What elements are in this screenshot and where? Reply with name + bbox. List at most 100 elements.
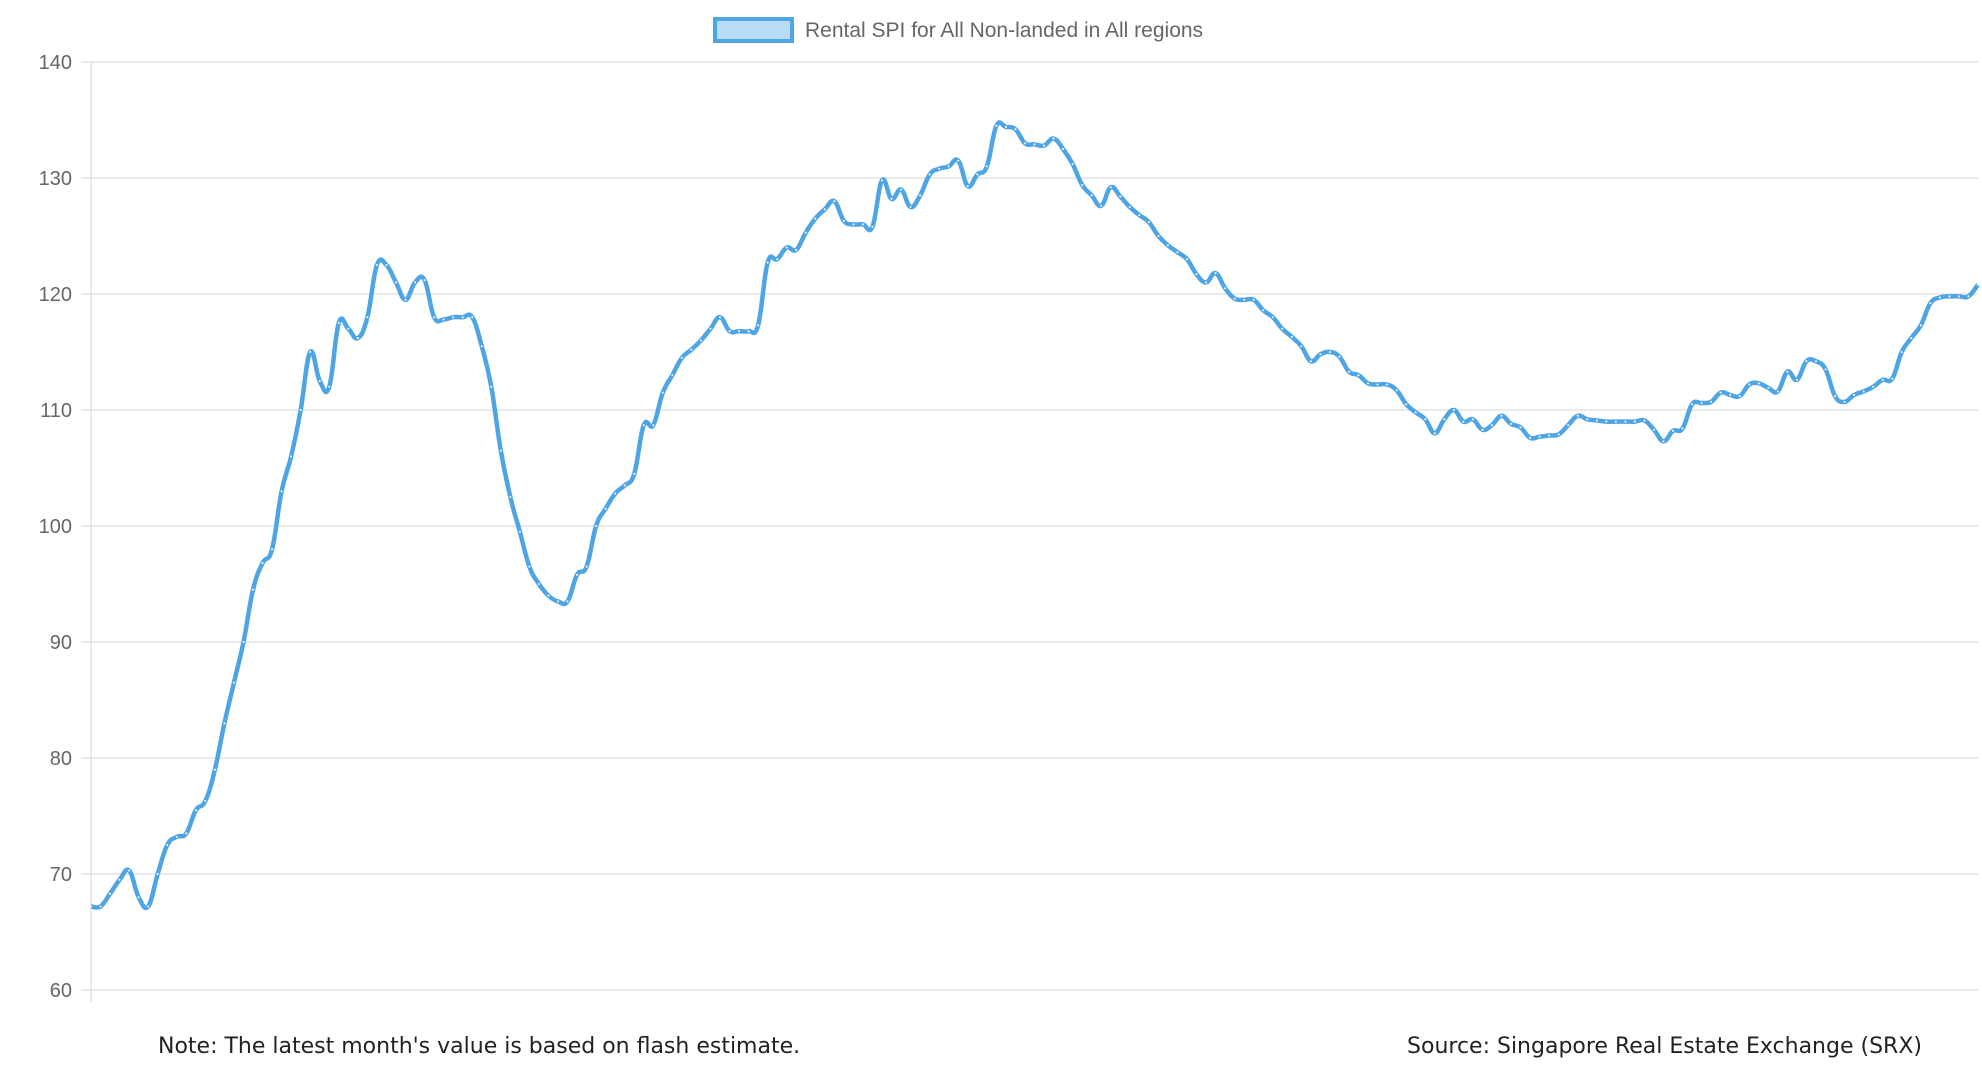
data-point[interactable] [1100, 204, 1103, 207]
data-point[interactable] [1328, 351, 1331, 353]
data-point[interactable] [1834, 395, 1837, 398]
data-point[interactable] [766, 261, 769, 264]
data-point[interactable] [547, 594, 550, 597]
data-point[interactable] [271, 548, 274, 551]
data-point[interactable] [1910, 337, 1913, 340]
data-point[interactable] [1795, 378, 1798, 381]
data-point[interactable] [1948, 295, 1951, 298]
data-point[interactable] [804, 231, 807, 234]
data-point[interactable] [1938, 296, 1941, 299]
data-point[interactable] [1548, 434, 1551, 437]
data-point[interactable] [1443, 418, 1446, 421]
data-point[interactable] [1090, 194, 1093, 197]
data-point[interactable] [1929, 302, 1932, 305]
data-point[interactable] [452, 316, 455, 319]
data-point[interactable] [995, 124, 998, 127]
data-point[interactable] [414, 281, 417, 284]
data-point[interactable] [738, 330, 741, 333]
data-point[interactable] [347, 327, 350, 330]
data-point[interactable] [1710, 400, 1713, 403]
data-point[interactable] [337, 322, 340, 324]
data-point[interactable] [90, 905, 92, 908]
data-point[interactable] [1919, 324, 1922, 327]
data-point[interactable] [1471, 418, 1474, 421]
data-point[interactable] [232, 681, 235, 684]
data-point[interactable] [1424, 418, 1427, 421]
data-point[interactable] [1014, 128, 1017, 131]
data-point[interactable] [156, 873, 159, 875]
data-point[interactable] [1395, 389, 1398, 392]
data-point[interactable] [1814, 360, 1817, 363]
data-point[interactable] [1386, 383, 1389, 386]
data-point[interactable] [423, 279, 426, 282]
data-point[interactable] [1081, 183, 1084, 186]
data-point[interactable] [1519, 426, 1522, 429]
data-point[interactable] [776, 258, 779, 261]
data-point[interactable] [118, 878, 121, 881]
data-point[interactable] [166, 844, 169, 846]
data-point[interactable] [1224, 287, 1227, 290]
data-point[interactable] [890, 197, 893, 200]
data-point[interactable] [1672, 429, 1675, 432]
data-point[interactable] [1338, 355, 1341, 358]
data-point[interactable] [1290, 335, 1293, 338]
data-point[interactable] [1605, 420, 1608, 423]
data-point[interactable] [280, 490, 283, 493]
data-point[interactable] [1843, 400, 1846, 403]
data-point[interactable] [252, 588, 255, 591]
data-point[interactable] [1557, 433, 1560, 436]
data-point[interactable] [1853, 393, 1856, 396]
data-point[interactable] [1490, 424, 1493, 427]
data-point[interactable] [394, 281, 397, 284]
data-point[interactable] [1300, 345, 1303, 348]
data-point[interactable] [1109, 186, 1112, 189]
data-point[interactable] [1881, 378, 1884, 381]
data-point[interactable] [299, 409, 302, 411]
legend[interactable]: Rental SPI for All Non-landed in All reg… [713, 17, 1203, 43]
data-point[interactable] [871, 225, 874, 228]
data-point[interactable] [1538, 435, 1541, 438]
data-point[interactable] [537, 583, 540, 585]
data-point[interactable] [490, 385, 493, 388]
data-point[interactable] [938, 167, 941, 170]
data-point[interactable] [1157, 235, 1160, 237]
data-point[interactable] [1367, 382, 1370, 385]
data-point[interactable] [1023, 142, 1026, 145]
data-point[interactable] [1138, 214, 1141, 217]
data-point[interactable] [1862, 390, 1865, 393]
data-point[interactable] [1271, 316, 1274, 319]
data-point[interactable] [1205, 281, 1208, 284]
data-point[interactable] [480, 345, 483, 348]
data-point[interactable] [823, 208, 826, 211]
data-point[interactable] [509, 496, 512, 498]
data-point[interactable] [1062, 148, 1065, 150]
data-point[interactable] [1805, 360, 1808, 363]
data-point[interactable] [1214, 272, 1217, 275]
data-point[interactable] [499, 449, 502, 452]
data-point[interactable] [671, 374, 674, 377]
data-point[interactable] [175, 835, 178, 838]
data-point[interactable] [1452, 409, 1455, 411]
data-point[interactable] [385, 264, 388, 266]
data-point[interactable] [204, 799, 207, 802]
data-point[interactable] [919, 194, 922, 197]
data-point[interactable] [1595, 419, 1598, 422]
data-point[interactable] [795, 248, 798, 251]
data-point[interactable] [757, 324, 760, 327]
data-point[interactable] [881, 179, 884, 182]
data-point[interactable] [814, 217, 817, 220]
data-point[interactable] [1405, 403, 1408, 406]
data-point[interactable] [652, 424, 655, 427]
data-point[interactable] [1281, 327, 1284, 330]
data-point[interactable] [1319, 353, 1322, 356]
data-point[interactable] [261, 562, 264, 565]
data-point[interactable] [576, 573, 579, 576]
data-point[interactable] [785, 246, 788, 249]
data-point[interactable] [99, 905, 102, 908]
data-point[interactable] [223, 722, 226, 725]
data-point[interactable] [1252, 298, 1255, 301]
data-point[interactable] [985, 165, 988, 168]
data-point[interactable] [1481, 428, 1484, 431]
data-point[interactable] [1262, 309, 1265, 312]
data-point[interactable] [356, 337, 359, 340]
